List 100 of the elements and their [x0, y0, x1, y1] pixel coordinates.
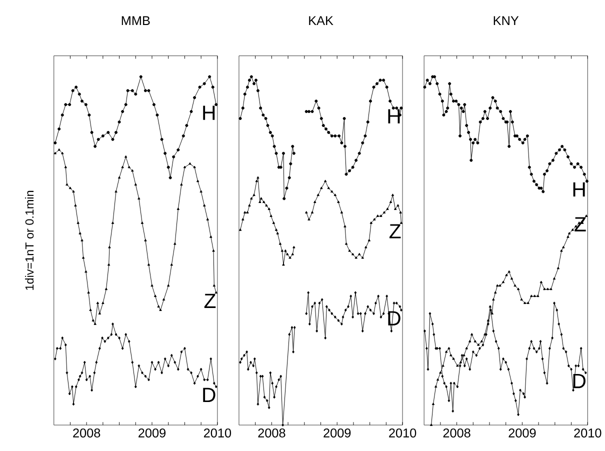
- point: [250, 74, 253, 78]
- point: [94, 144, 97, 148]
- point: [274, 152, 278, 155]
- point: [60, 113, 64, 116]
- point: [378, 78, 382, 82]
- chart-title: KNY: [494, 16, 519, 25]
- point: [354, 158, 358, 162]
- x-tick-label: 2009: [138, 428, 166, 438]
- point: [118, 120, 121, 124]
- point: [259, 106, 262, 110]
- point: [388, 99, 392, 102]
- point: [282, 196, 286, 200]
- x-tick-label: 2010: [574, 428, 602, 438]
- point: [334, 134, 337, 138]
- point: [342, 116, 346, 120]
- point: [330, 134, 334, 138]
- point: [348, 169, 352, 172]
- series-label: D: [573, 374, 586, 388]
- point: [71, 88, 74, 92]
- chart-title: MMB: [122, 16, 150, 25]
- x-tick-label: 2008: [443, 428, 470, 438]
- point: [64, 102, 68, 106]
- point: [314, 99, 318, 102]
- point: [111, 138, 114, 141]
- point: [282, 152, 285, 155]
- point: [292, 152, 296, 155]
- point: [320, 116, 323, 120]
- point: [156, 113, 159, 116]
- point: [285, 186, 288, 190]
- series-label: H: [388, 109, 400, 124]
- point: [58, 127, 61, 130]
- point: [74, 85, 78, 88]
- point: [124, 102, 128, 106]
- point: [246, 85, 249, 88]
- point: [327, 130, 330, 134]
- point: [172, 155, 176, 158]
- point: [214, 102, 218, 106]
- point: [114, 130, 118, 134]
- point: [202, 82, 206, 85]
- y-axis-title: 1div=1nT or 0.1min: [25, 190, 34, 290]
- point: [400, 106, 403, 110]
- point: [211, 85, 214, 88]
- point: [289, 162, 292, 166]
- point: [268, 130, 272, 134]
- point: [208, 74, 212, 78]
- point: [166, 166, 170, 169]
- point: [291, 144, 294, 148]
- point: [288, 176, 291, 180]
- point: [144, 88, 147, 92]
- point: [241, 106, 244, 110]
- point: [304, 110, 308, 113]
- point: [243, 92, 246, 96]
- point: [351, 166, 354, 169]
- point: [307, 110, 310, 113]
- point: [121, 110, 124, 113]
- point: [344, 172, 348, 176]
- point: [270, 134, 274, 138]
- point: [361, 141, 364, 144]
- point: [372, 85, 376, 88]
- point: [322, 124, 325, 127]
- point: [264, 116, 268, 120]
- x-tick-label: 2008: [258, 428, 286, 438]
- point: [256, 88, 260, 92]
- point: [366, 120, 370, 124]
- point: [101, 134, 104, 138]
- point: [368, 99, 372, 102]
- point: [340, 141, 344, 144]
- point: [152, 102, 156, 106]
- series-label: Z: [389, 224, 401, 238]
- point: [164, 152, 167, 155]
- point: [266, 124, 270, 127]
- point: [358, 152, 361, 155]
- point: [185, 124, 188, 127]
- point: [310, 110, 314, 113]
- point: [106, 130, 110, 134]
- point: [385, 85, 388, 88]
- point: [134, 92, 138, 96]
- point: [147, 88, 150, 92]
- point: [254, 78, 258, 82]
- series-label: H: [203, 106, 215, 120]
- point: [160, 138, 164, 141]
- point: [338, 134, 341, 138]
- point: [182, 134, 185, 138]
- point: [238, 116, 242, 120]
- point: [190, 110, 193, 113]
- point: [248, 78, 251, 82]
- point: [198, 85, 202, 88]
- point: [382, 78, 386, 82]
- point: [252, 82, 256, 85]
- series-label: H: [573, 182, 585, 196]
- point: [343, 144, 346, 148]
- point: [364, 134, 367, 138]
- point: [168, 176, 172, 180]
- point: [78, 92, 81, 96]
- point: [139, 74, 142, 78]
- series-label: D: [203, 388, 216, 402]
- point: [176, 148, 180, 152]
- x-tick-label: 2009: [508, 428, 536, 438]
- point: [84, 102, 88, 106]
- point: [130, 88, 134, 92]
